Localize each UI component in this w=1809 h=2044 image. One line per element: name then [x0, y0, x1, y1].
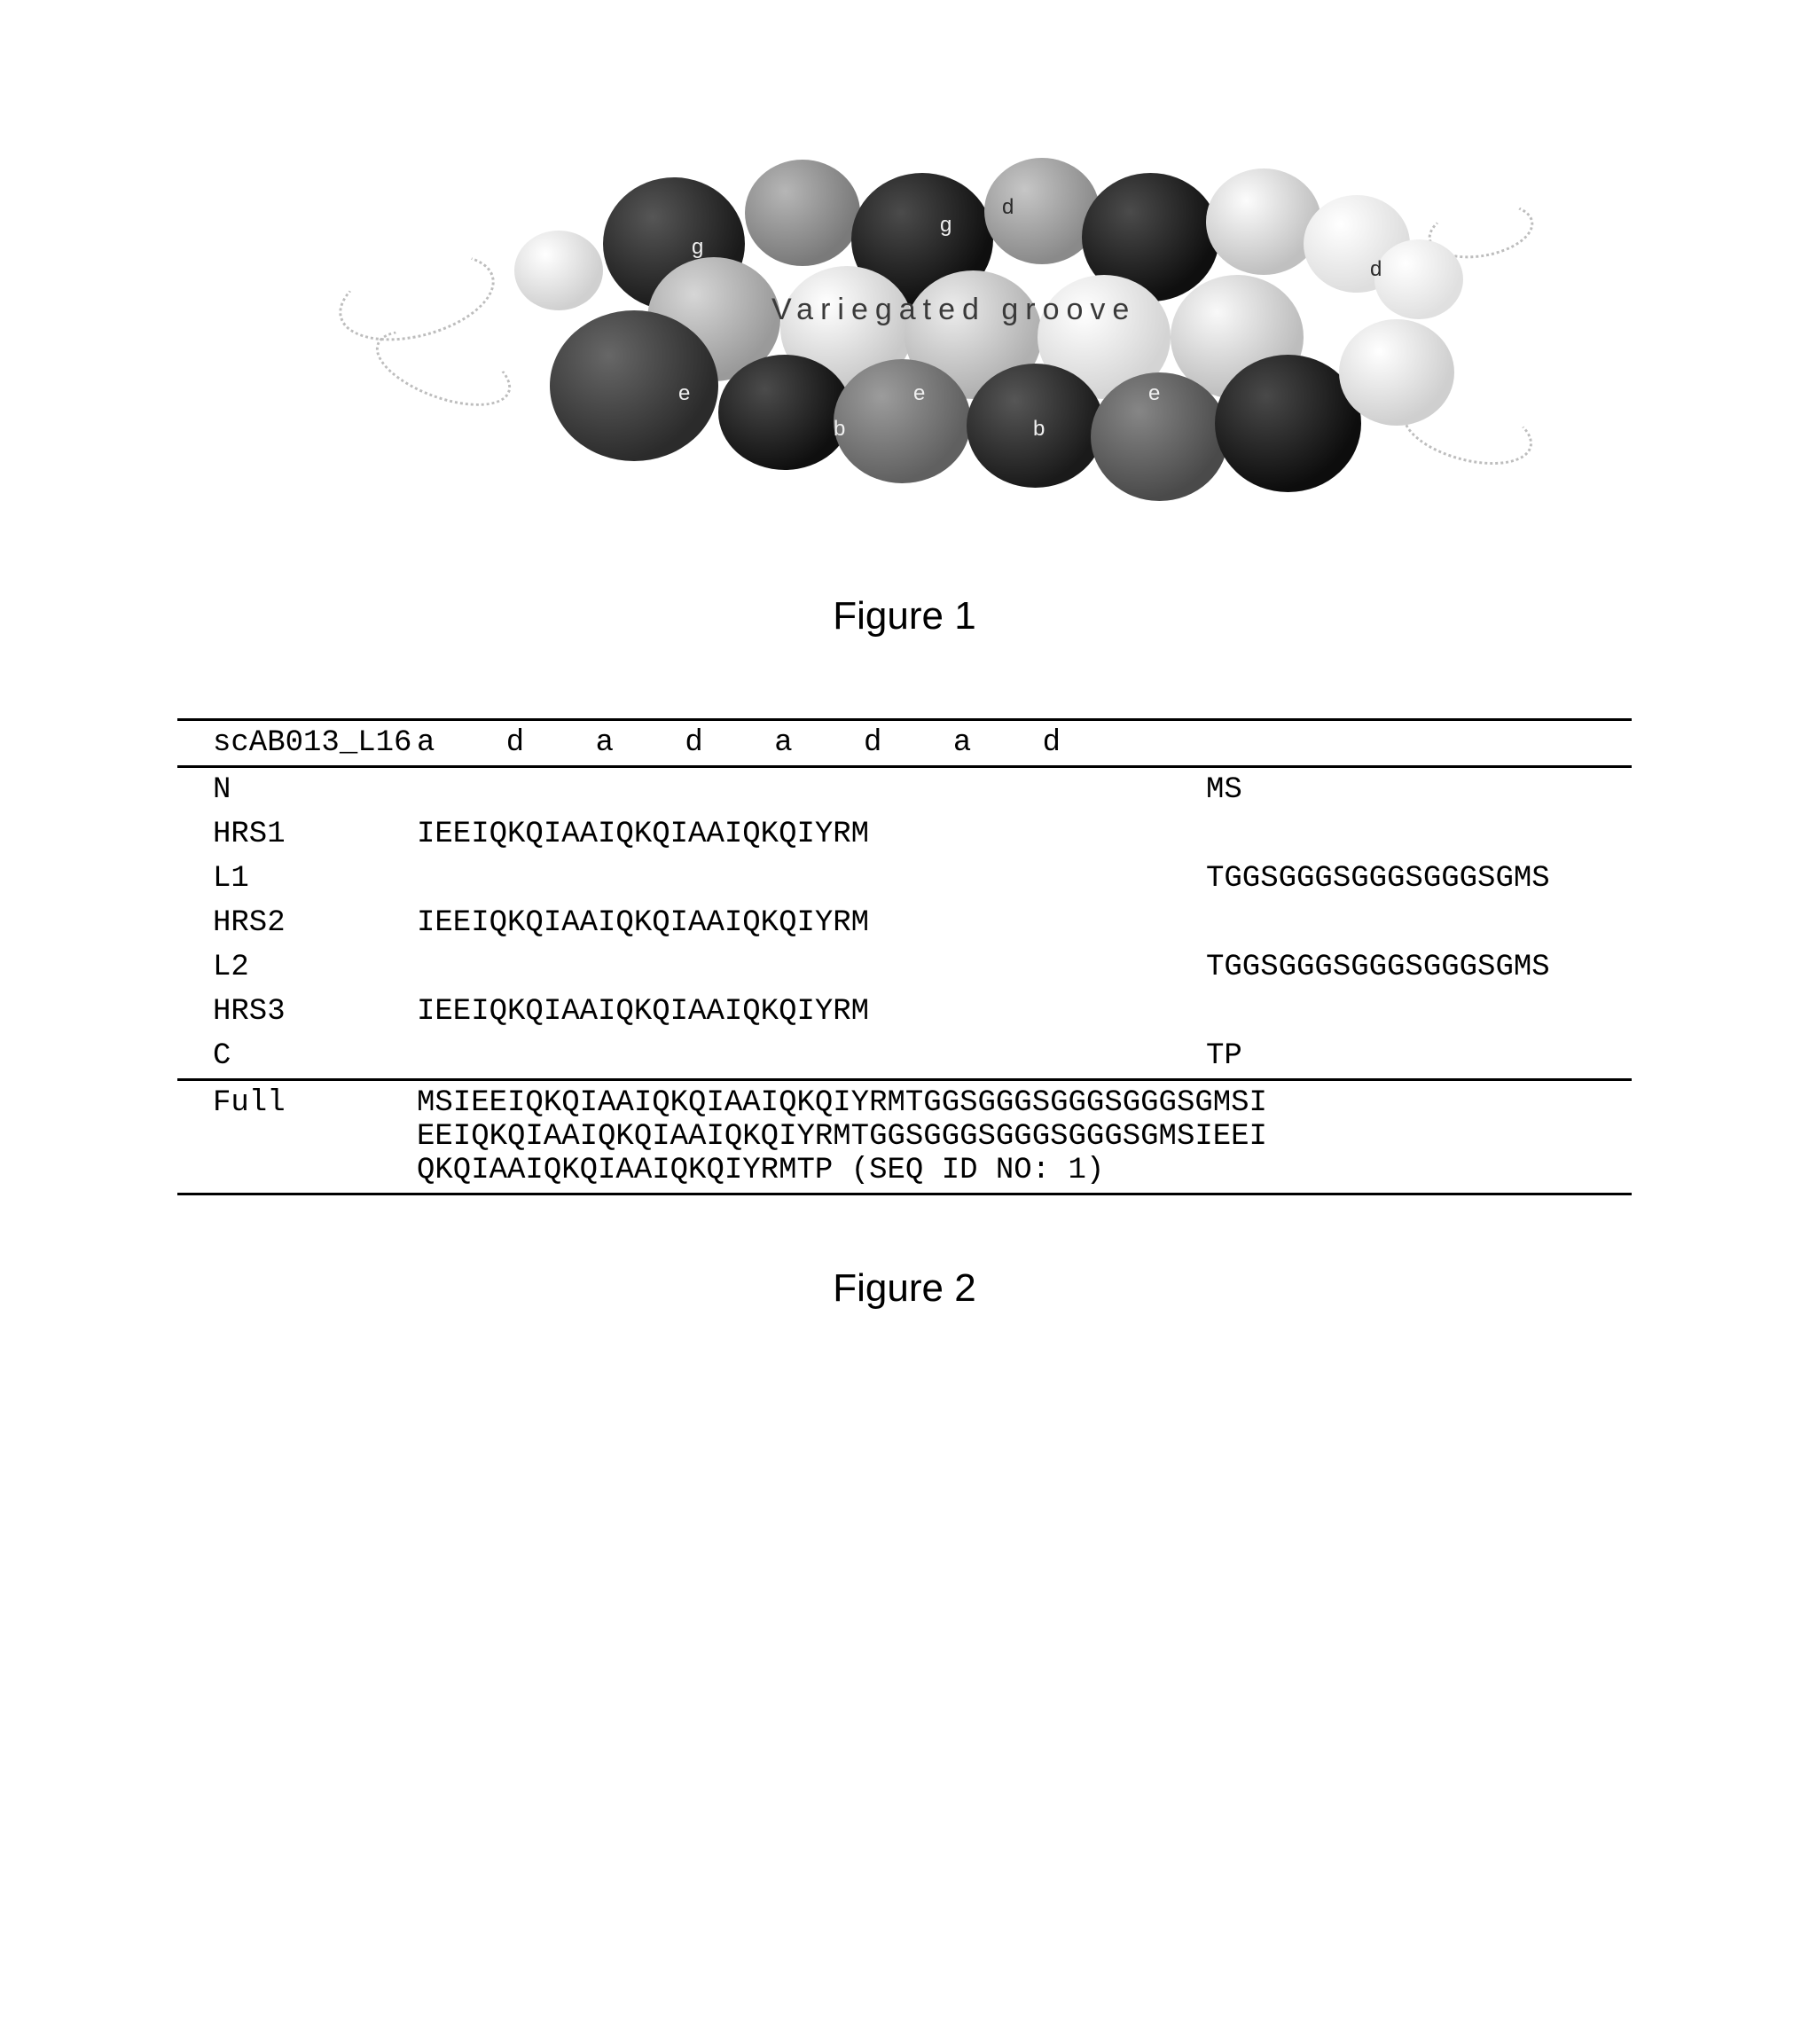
heptad-position-letter: b	[834, 417, 845, 442]
full-sequence-line: EEIQKQIAAIQKQIAAIQKQIYRMTGGSGGGSGGGSGGGS…	[417, 1120, 1632, 1154]
heptad-position-letter: d	[1370, 257, 1382, 282]
row-sequence	[417, 945, 1206, 990]
residue-blob	[550, 310, 718, 461]
header-label: scAB013_L16	[177, 720, 417, 767]
row-sequence	[417, 1034, 1206, 1080]
row-label: HRS1	[177, 812, 417, 857]
row-label: C	[177, 1034, 417, 1080]
full-sequence-line: MSIEEIQKQIAAIQKQIAAIQKQIYRMTGGSGGGSGGGSG…	[417, 1086, 1632, 1120]
row-right-sequence	[1206, 901, 1632, 945]
residue-blob	[1374, 239, 1463, 319]
residue-blob	[1339, 319, 1454, 426]
groove-label: Variegated groove	[771, 293, 1136, 327]
residue-blob	[718, 355, 851, 470]
row-right-sequence: MS	[1206, 767, 1632, 813]
molecule-render: Variegated groove g g d e e e b b d	[284, 89, 1525, 550]
row-label: HRS2	[177, 901, 417, 945]
figure-1: Variegated groove g g d e e e b b d Figure 1	[177, 89, 1632, 638]
residue-blob	[514, 231, 603, 310]
row-right-sequence: TP	[1206, 1034, 1632, 1080]
heptad-position-letter: g	[940, 213, 951, 238]
row-label: L1	[177, 857, 417, 901]
figure-2-caption: Figure 2	[177, 1266, 1632, 1311]
row-label: L2	[177, 945, 417, 990]
row-sequence	[417, 857, 1206, 901]
residue-blob	[1206, 168, 1321, 275]
row-right-sequence	[1206, 812, 1632, 857]
heptad-position-letter: e	[913, 381, 925, 406]
row-sequence: IEEIQKQIAAIQKQIAAIQKQIYRM	[417, 812, 1206, 857]
table-row: HRS3IEEIQKQIAAIQKQIAAIQKQIYRM	[177, 990, 1632, 1034]
row-sequence: IEEIQKQIAAIQKQIAAIQKQIYRM	[417, 901, 1206, 945]
table-row: HRS2IEEIQKQIAAIQKQIAAIQKQIYRM	[177, 901, 1632, 945]
table-header-row: scAB013_L16 a d a d a d a d	[177, 720, 1632, 767]
residue-blob	[834, 359, 971, 483]
full-sequence: MSIEEIQKQIAAIQKQIAAIQKQIYRMTGGSGGGSGGGSG…	[417, 1080, 1632, 1194]
full-sequence-line: QKQIAAIQKQIAAIQKQIYRMTP (SEQ ID NO: 1)	[417, 1154, 1632, 1187]
table-row: L2 TGGSGGGSGGGSGGGSGMS	[177, 945, 1632, 990]
table-row: N MS	[177, 767, 1632, 813]
heptad-position-letter: g	[692, 235, 703, 260]
full-sequence-row: Full MSIEEIQKQIAAIQKQIAAIQKQIYRMTGGSGGGS…	[177, 1080, 1632, 1194]
row-right-sequence: TGGSGGGSGGGSGGGSGMS	[1206, 857, 1632, 901]
row-label: HRS3	[177, 990, 417, 1034]
heptad-position-letter: e	[678, 381, 690, 406]
header-right-blank	[1206, 720, 1632, 767]
row-sequence	[417, 767, 1206, 813]
heptad-position-letter: b	[1033, 417, 1045, 442]
heptad-positions: a d a d a d a d	[417, 720, 1206, 767]
table-row: C TP	[177, 1034, 1632, 1080]
heptad-position-letter: d	[1002, 195, 1014, 220]
row-sequence: IEEIQKQIAAIQKQIAAIQKQIYRM	[417, 990, 1206, 1034]
residue-blob	[745, 160, 860, 266]
heptad-position-letter: e	[1148, 381, 1160, 406]
row-right-sequence: TGGSGGGSGGGSGGGSGMS	[1206, 945, 1632, 990]
table-row: HRS1IEEIQKQIAAIQKQIAAIQKQIYRM	[177, 812, 1632, 857]
row-right-sequence	[1206, 990, 1632, 1034]
figure-1-caption: Figure 1	[833, 594, 975, 638]
table-row: L1 TGGSGGGSGGGSGGGSGMS	[177, 857, 1632, 901]
full-label: Full	[177, 1080, 417, 1194]
row-label: N	[177, 767, 417, 813]
sequence-table: scAB013_L16 a d a d a d a d NMSHRS1IEEIQ…	[177, 718, 1632, 1195]
